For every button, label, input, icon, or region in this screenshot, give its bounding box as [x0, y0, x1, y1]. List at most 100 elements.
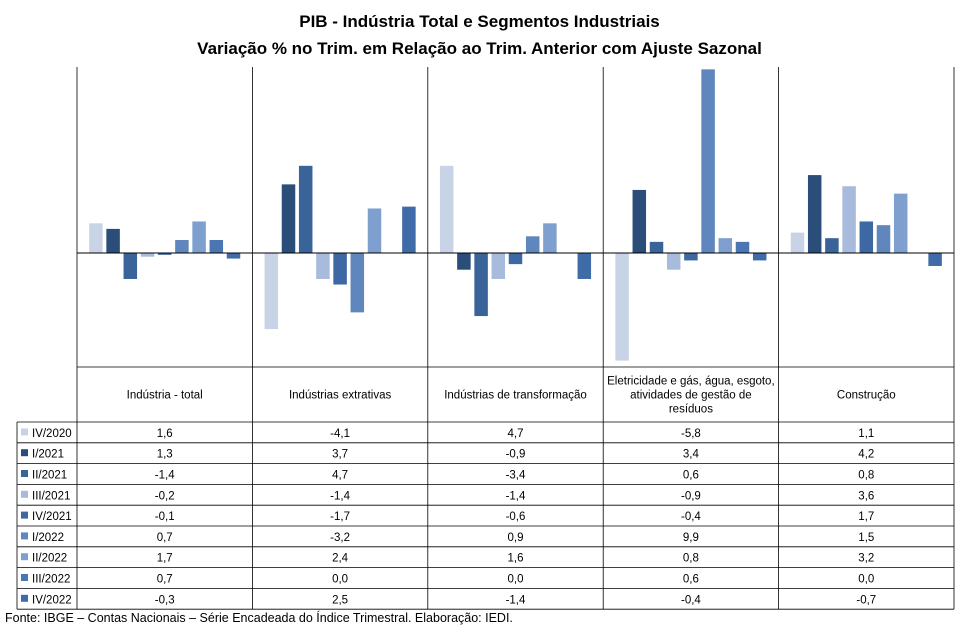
data-label: -0,4 [681, 594, 701, 606]
category-header-label: Eletricidade e gás, água, esgoto, [607, 376, 775, 388]
legend-key-IV/2022 [21, 594, 28, 602]
bar-I/2022-0 [175, 240, 189, 253]
data-label: -4,1 [330, 428, 350, 440]
data-label: 0,8 [858, 470, 874, 482]
bar-IV/2022-2 [577, 253, 592, 279]
data-label: 9,9 [683, 532, 699, 544]
bar-IV/2020-1 [264, 253, 279, 330]
data-label: -0,7 [856, 594, 876, 606]
data-label: 1,1 [858, 428, 874, 440]
data-label: -5,8 [681, 428, 701, 440]
bar-I/2022-1 [350, 253, 365, 313]
bar-II/2021-2 [474, 253, 488, 317]
data-label: -1,4 [330, 490, 350, 502]
data-label: 1,6 [157, 428, 173, 440]
category-header-label: Construção [837, 390, 896, 402]
bar-IV/2021-1 [333, 253, 347, 285]
legend-key-III/2022 [21, 574, 28, 581]
data-label: -0,9 [681, 490, 701, 502]
bar-III/2021-2 [491, 253, 506, 279]
data-label: 4,7 [332, 470, 348, 482]
data-label: 0,0 [858, 574, 874, 586]
bar-IV/2022-0 [226, 253, 241, 259]
bar-I/2022-2 [525, 236, 540, 253]
bar-II/2022-3 [718, 238, 733, 253]
data-label: -3,2 [330, 532, 350, 544]
data-label: -0,3 [155, 594, 175, 606]
data-label: -1,7 [330, 511, 350, 523]
source-note: Fonte: IBGE – Contas Nacionais – Série E… [5, 611, 513, 625]
data-label: 0,6 [683, 574, 699, 586]
category-header-label: Indústrias de transformação [444, 390, 587, 402]
chart-subtitle: Variação % no Trim. em Relação ao Trim. … [197, 39, 762, 58]
data-label: -1,4 [506, 594, 526, 606]
bar-I/2022-3 [701, 69, 715, 253]
bar-IV/2021-2 [508, 253, 523, 265]
data-label: 0,7 [157, 574, 173, 586]
bar-II/2021-3 [649, 241, 664, 253]
legend-key-IV/2021 [21, 511, 28, 519]
legend-label: IV/2022 [32, 594, 72, 606]
legend-key-I/2022 [21, 532, 28, 540]
bar-II/2022-1 [367, 208, 382, 253]
data-label: 3,2 [858, 553, 874, 565]
category-header-label: Indústrias extrativas [289, 390, 392, 402]
data-label: 0,7 [157, 532, 173, 544]
bar-II/2022-2 [543, 223, 557, 253]
bar-IV/2020-0 [89, 223, 103, 253]
data-label: 2,5 [332, 594, 348, 606]
bar-I/2021-0 [106, 228, 120, 253]
bar-IV/2021-3 [684, 253, 698, 261]
bar-III/2022-3 [735, 241, 750, 253]
legend-label: IV/2021 [32, 511, 72, 523]
legend-label: III/2022 [32, 574, 70, 586]
bar-III/2021-3 [666, 253, 681, 270]
bar-IV/2020-4 [790, 232, 805, 253]
legend-key-II/2022 [21, 553, 28, 561]
data-label: -0,6 [506, 511, 526, 523]
bar-IV/2021-0 [157, 253, 172, 255]
bar-II/2021-0 [123, 253, 138, 279]
data-label: 1,7 [858, 511, 874, 523]
legend-label: III/2021 [32, 490, 70, 502]
data-label: 0,0 [508, 574, 524, 586]
data-label: 4,2 [858, 449, 874, 461]
bar-IV/2022-1 [402, 206, 416, 253]
bar-I/2021-2 [457, 253, 471, 270]
category-header-label: atividades de gestão de [630, 390, 751, 402]
data-label: 2,4 [332, 553, 349, 565]
bar-II/2022-4 [893, 193, 908, 253]
bar-I/2021-4 [807, 175, 822, 253]
chart-title: PIB - Indústria Total e Segmentos Indust… [299, 12, 660, 31]
bar-III/2021-0 [140, 253, 155, 257]
legend-label: I/2021 [32, 449, 64, 461]
bar-II/2021-1 [298, 165, 313, 253]
bar-III/2021-4 [842, 186, 856, 253]
category-header-label: resíduos [669, 404, 713, 416]
data-label: 1,6 [508, 553, 524, 565]
data-label: 0,9 [508, 532, 524, 544]
legend-key-II/2021 [21, 470, 28, 477]
bar-IV/2021-4 [859, 221, 874, 253]
bar-I/2021-3 [632, 189, 647, 253]
data-label: -0,1 [155, 511, 175, 523]
data-label: -3,4 [506, 470, 526, 482]
data-label: -0,9 [506, 449, 526, 461]
data-label: -1,4 [155, 470, 175, 482]
data-label: 1,7 [157, 553, 173, 565]
legend-key-I/2021 [21, 449, 28, 457]
bar-I/2022-4 [876, 225, 891, 253]
bar-II/2021-4 [825, 238, 839, 253]
legend-label: IV/2020 [32, 428, 72, 440]
bar-IV/2020-3 [615, 253, 629, 361]
legend-label: II/2021 [32, 470, 67, 482]
data-label: 3,7 [332, 449, 348, 461]
data-label: 0,6 [683, 470, 699, 482]
legend-key-III/2021 [21, 490, 28, 498]
data-label: -0,2 [155, 490, 175, 502]
bar-I/2021-1 [281, 184, 296, 253]
bar-III/2021-1 [316, 253, 330, 279]
category-header-label: Indústria - total [127, 390, 203, 402]
data-label: 0,8 [683, 553, 699, 565]
